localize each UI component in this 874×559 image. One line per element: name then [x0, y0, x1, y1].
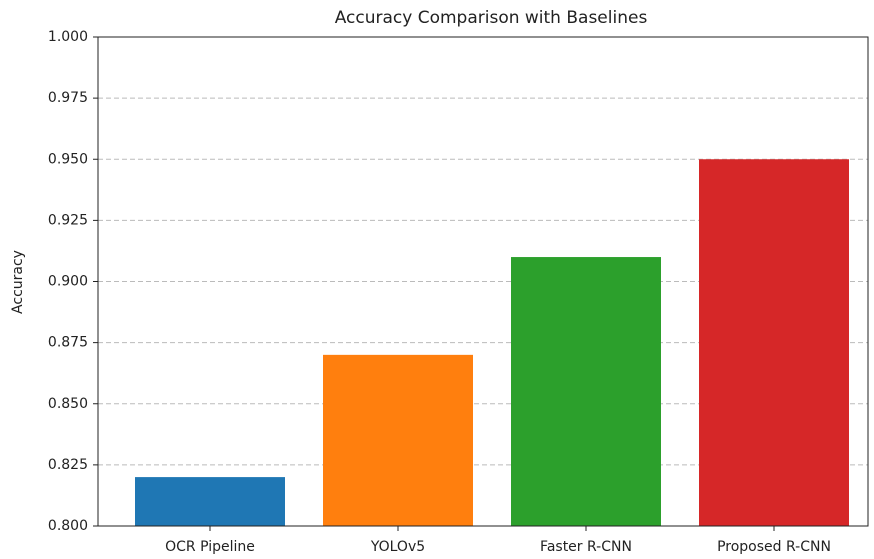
bar — [135, 477, 285, 526]
y-tick-label: 0.825 — [48, 457, 88, 473]
y-tick-label: 0.925 — [48, 212, 88, 228]
y-tick-label: 0.975 — [48, 90, 88, 106]
bar — [699, 159, 849, 526]
y-tick-label: 0.900 — [48, 274, 88, 290]
y-tick-label: 0.800 — [48, 518, 88, 534]
chart-title: Accuracy Comparison with Baselines — [335, 8, 648, 28]
y-tick-label: 0.875 — [48, 335, 88, 351]
y-tick-label: 1.000 — [48, 29, 88, 45]
x-tick-label: OCR Pipeline — [165, 539, 255, 555]
bar — [511, 257, 661, 526]
x-tick-label: Proposed R-CNN — [717, 539, 831, 555]
x-tick-label: YOLOv5 — [370, 539, 425, 555]
plot-frame — [97, 36, 869, 527]
y-axis-label: Accuracy — [10, 250, 26, 314]
y-tick-label: 0.850 — [48, 396, 88, 412]
y-tick-label: 0.950 — [48, 151, 88, 167]
bar — [323, 354, 473, 526]
x-tick-label: Faster R-CNN — [540, 539, 632, 555]
